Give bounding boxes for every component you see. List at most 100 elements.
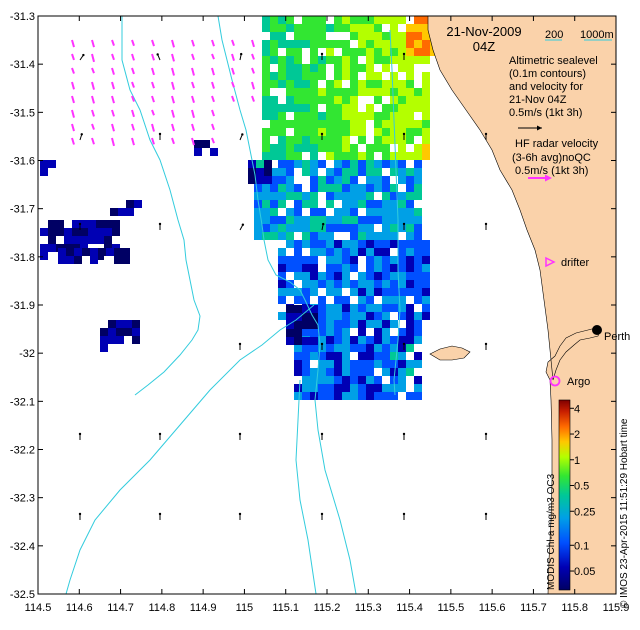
chl-pixel	[342, 48, 350, 56]
chl-pixel	[294, 64, 302, 72]
chl-pixel	[318, 112, 326, 120]
chl-pixel	[48, 228, 56, 236]
chl-pixel	[350, 320, 358, 328]
chl-pixel	[422, 88, 430, 96]
hf-vector	[191, 81, 195, 89]
chl-pixel	[334, 360, 342, 368]
chl-pixel	[318, 392, 326, 400]
chl-pixel	[132, 328, 140, 336]
chl-pixel	[406, 216, 414, 224]
chl-pixel	[262, 64, 270, 72]
chl-pixel	[270, 184, 278, 192]
chl-pixel	[254, 216, 262, 224]
chl-pixel	[422, 104, 430, 112]
chl-pixel	[82, 248, 90, 256]
hf-vector	[211, 109, 215, 117]
chl-pixel	[398, 224, 406, 232]
chl-pixel	[318, 32, 326, 40]
chl-pixel	[358, 24, 366, 32]
chl-pixel	[326, 88, 334, 96]
chl-pixel	[406, 192, 414, 200]
chl-pixel	[334, 280, 342, 288]
chl-pixel	[422, 280, 430, 288]
chl-pixel	[278, 232, 286, 240]
chl-pixel	[294, 96, 302, 104]
chl-pixel	[318, 352, 326, 360]
chl-pixel	[56, 228, 64, 236]
chl-pixel	[398, 312, 406, 320]
chl-pixel	[302, 321, 310, 329]
isobath-contours	[65, 16, 401, 594]
hf-vector	[191, 123, 195, 131]
chl-pixel	[270, 192, 278, 200]
chl-pixel	[358, 248, 366, 256]
chl-pixel	[406, 48, 414, 56]
chl-pixel	[350, 240, 358, 248]
hf-vector	[71, 81, 75, 90]
chl-pixel	[422, 288, 430, 296]
alt-legend-line-5: 0.5m/s (1kt 3h)	[509, 107, 582, 119]
chl-pixel	[374, 200, 382, 208]
chl-pixel	[358, 320, 366, 328]
alt-vector-head	[402, 132, 406, 136]
chl-pixel	[366, 256, 374, 264]
chl-pixel	[374, 384, 382, 392]
hf-vector	[171, 109, 175, 118]
chl-pixel	[414, 256, 422, 264]
chl-pixel	[90, 256, 98, 264]
chl-pixel	[390, 40, 398, 48]
chl-pixel	[262, 96, 270, 104]
chl-pixel	[366, 384, 374, 392]
chl-pixel	[294, 248, 302, 256]
alt-vector-head	[239, 52, 243, 56]
alt-legend-arrowhead	[537, 125, 542, 131]
alt-vector-head	[320, 132, 324, 136]
chl-pixel	[350, 104, 358, 112]
x-tick-label: 115.7	[520, 602, 547, 614]
y-tick-label: -32.3	[10, 493, 35, 505]
chl-pixel	[326, 312, 334, 320]
chl-pixel	[414, 184, 422, 192]
chl-pixel	[294, 80, 302, 88]
chl-pixel	[126, 208, 134, 216]
drifter-label: drifter	[561, 257, 589, 269]
hf-vector	[131, 39, 135, 47]
chl-pixel	[390, 256, 398, 264]
chl-pixel	[342, 280, 350, 288]
chl-pixel	[350, 176, 358, 184]
chl-pixel	[342, 88, 350, 96]
chl-pixel	[302, 313, 310, 321]
hf-vector	[131, 81, 135, 88]
chl-pixel	[318, 312, 326, 320]
chl-pixel	[350, 304, 358, 312]
y-tick-label: -31.3	[10, 11, 35, 23]
chl-pixel	[366, 160, 374, 168]
chl-pixel	[390, 32, 398, 40]
chl-pixel	[390, 280, 398, 288]
chl-pixel	[350, 376, 358, 384]
chl-pixel	[310, 256, 318, 264]
chl-pixel	[342, 152, 350, 160]
chl-pixel	[374, 32, 382, 40]
chl-pixel	[254, 224, 262, 232]
chl-pixel	[270, 168, 278, 176]
chl-pixel	[270, 112, 278, 120]
chl-pixel	[286, 329, 294, 337]
chl-pixel	[374, 40, 382, 48]
chl-pixel	[374, 352, 382, 360]
chl-pixel	[406, 184, 414, 192]
chl-pixel	[310, 376, 318, 384]
chl-pixel	[286, 104, 294, 112]
chl-pixel	[302, 200, 310, 208]
chl-pixel	[366, 320, 374, 328]
chl-pixel	[110, 208, 118, 216]
chl-pixel	[302, 72, 310, 80]
chl-pixel	[414, 48, 422, 56]
chl-pixel	[334, 72, 342, 80]
chl-pixel	[414, 336, 422, 344]
chl-pixel	[112, 228, 120, 236]
chl-pixel	[366, 184, 374, 192]
chl-pixel	[302, 296, 310, 304]
chl-pixel	[422, 304, 430, 312]
chl-pixel	[358, 352, 366, 360]
